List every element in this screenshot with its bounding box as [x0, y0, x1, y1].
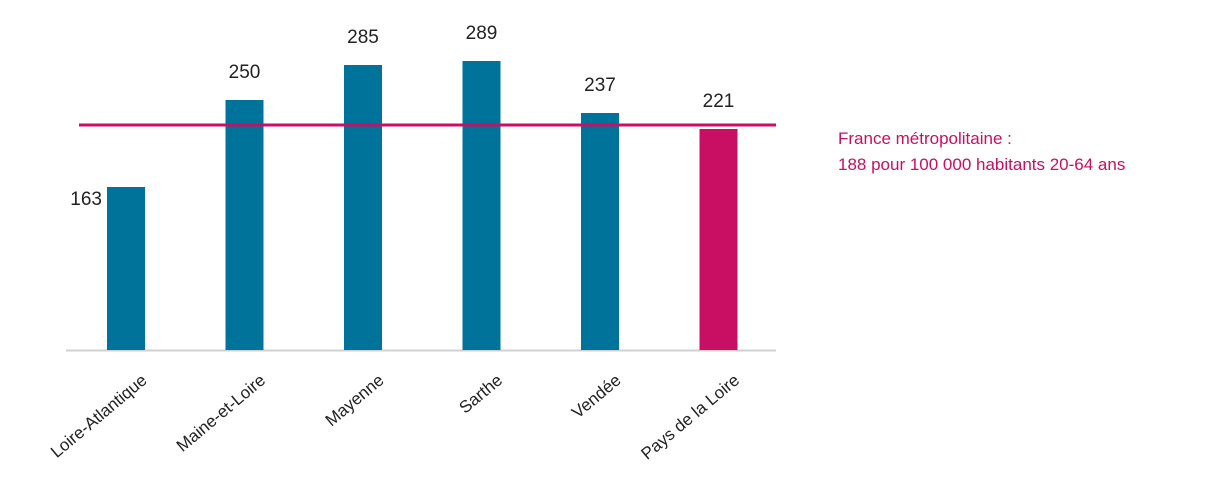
reference-line-label-1: France métropolitaine : [838, 129, 1012, 148]
category-tick-label-5: Pays de la Loire [637, 371, 743, 464]
value-labels-group: 163 250 285 289 237 221 [70, 23, 734, 210]
category-tick-label-1: Maine-et-Loire [173, 371, 269, 456]
bar-3 [462, 61, 501, 350]
value-label-3: 289 [466, 23, 498, 44]
bar-4 [581, 113, 619, 350]
category-tick-label-3: Sarthe [455, 371, 506, 418]
category-tick-label-0: Loire-Atlantique [47, 371, 150, 462]
bar-5 [699, 129, 738, 350]
reference-line-label-2: 188 pour 100 000 habitants 20-64 ans [838, 155, 1125, 174]
bar-2 [344, 65, 382, 350]
bars-group [107, 61, 738, 350]
category-tick-label-4: Vendée [568, 371, 624, 423]
category-tick-label-2: Mayenne [322, 371, 388, 431]
value-label-0: 163 [70, 189, 102, 210]
value-label-5: 221 [703, 91, 735, 112]
bar-0 [107, 187, 145, 350]
value-label-2: 285 [347, 27, 379, 48]
category-tick-labels-group: Loire-Atlantique Maine-et-Loire Mayenne Sar… [47, 371, 743, 464]
value-label-4: 237 [584, 75, 616, 96]
bar-1 [225, 100, 264, 350]
value-label-1: 250 [229, 62, 261, 83]
